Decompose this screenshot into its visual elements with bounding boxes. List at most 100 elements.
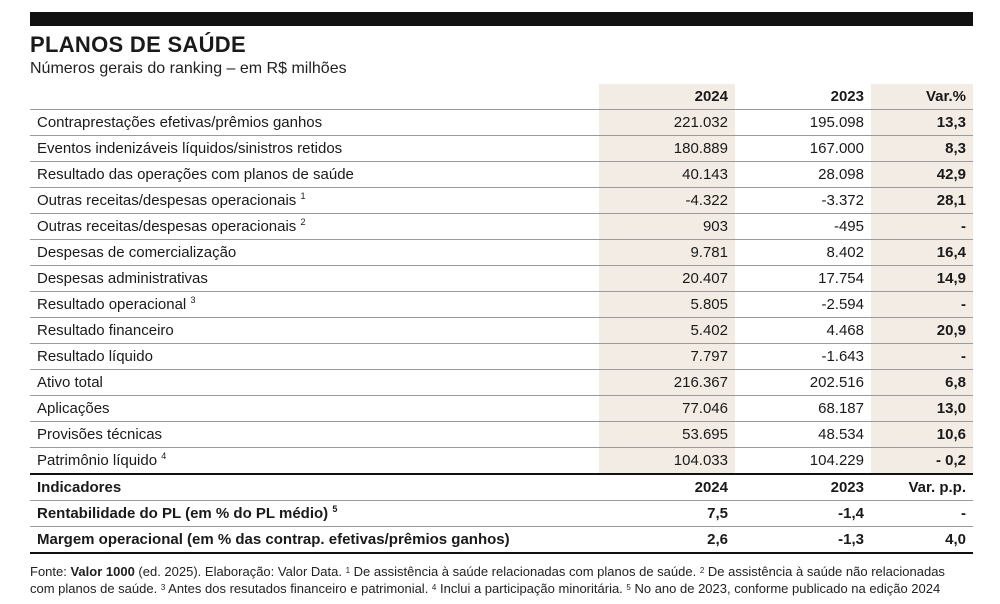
value-2024: 5.805: [599, 291, 735, 318]
value-var: 28,1: [871, 187, 973, 214]
value-2024: -4.322: [599, 187, 735, 214]
indicators-header-var: Var. p.p.: [871, 473, 973, 501]
row-label-text: Rentabilidade do PL (em % do PL médio): [37, 505, 329, 522]
indicator-row: Margem operacional (em % das contrap. ef…: [30, 526, 973, 554]
row-label-text: Resultado financeiro: [37, 322, 174, 339]
row-label-text: Resultado líquido: [37, 348, 153, 365]
value-2024: 7.797: [599, 343, 735, 370]
value-var: -: [871, 291, 973, 318]
table-body: Contraprestações efetivas/prêmios ganhos…: [30, 109, 973, 475]
value-2024: 216.367: [599, 369, 735, 396]
row-label: Resultado das operações com planos de sa…: [30, 161, 599, 188]
infographic-frame: PLANOS DE SAÚDE Números gerais do rankin…: [30, 0, 973, 597]
table-row: Contraprestações efetivas/prêmios ganhos…: [30, 109, 973, 136]
footnote-number: 2: [699, 566, 705, 575]
header-2023: 2023: [735, 84, 871, 110]
value-2024: 7,5: [599, 500, 735, 527]
footnote-number: 5: [626, 583, 631, 592]
top-rule: [30, 12, 973, 26]
row-label: Despesas administrativas: [30, 265, 599, 292]
value-2024: 53.695: [599, 421, 735, 448]
table-row: Despesas de comercialização 9.781 8.402 16,…: [30, 239, 973, 266]
indicators-header-2024: 2024: [599, 473, 735, 501]
table-row: Provisões técnicas 53.695 48.534 10,6: [30, 421, 973, 448]
row-label-text: Outras receitas/despesas operacionais: [37, 218, 297, 235]
footnote-text: De assistência à saúde relacionadas com …: [350, 564, 700, 579]
indicator-row: Rentabilidade do PL (em % do PL médio) 5…: [30, 500, 973, 527]
value-var: -: [871, 343, 973, 370]
table-row: Despesas administrativas 20.407 17.754 14,9: [30, 265, 973, 292]
value-2023: -1,3: [735, 526, 871, 554]
value-2023: 8.402: [735, 239, 871, 266]
row-label: Ativo total: [30, 369, 599, 396]
row-label-text: Contraprestações efetivas/prêmios ganhos: [37, 114, 323, 131]
table-row: Ativo total 216.367 202.516 6,8: [30, 369, 973, 396]
value-2023: 202.516: [735, 369, 871, 396]
value-2024: 2,6: [599, 526, 735, 554]
value-2023: -495: [735, 213, 871, 240]
row-label: Provisões técnicas: [30, 421, 599, 448]
footnote-text: De assistência à saúde não relacionadas …: [30, 564, 945, 596]
value-2023: 195.098: [735, 109, 871, 136]
row-label-text: Resultado operacional: [37, 296, 187, 313]
footnote-text: Inclui a participação minoritária.: [436, 581, 627, 596]
value-2024: 40.143: [599, 161, 735, 188]
value-2024: 77.046: [599, 395, 735, 422]
row-label: Resultado operacional 3: [30, 291, 599, 318]
table-row: Resultado financeiro 5.402 4.468 20,9: [30, 317, 973, 344]
value-var: 13,3: [871, 109, 973, 136]
row-label: Aplicações: [30, 395, 599, 422]
row-label-text: Resultado das operações com planos de sa…: [37, 166, 354, 183]
value-var: 20,9: [871, 317, 973, 344]
value-var: 42,9: [871, 161, 973, 188]
row-label-text: Aplicações: [37, 400, 110, 417]
indicators-header-row: Indicadores 2024 2023 Var. p.p.: [30, 473, 973, 501]
footnote: Fonte: Valor 1000 (ed. 2025). Elaboração…: [30, 563, 973, 597]
table-header-row: 2024 2023 Var.%: [30, 84, 973, 110]
value-2023: 48.534: [735, 421, 871, 448]
indicators-body: Indicadores 2024 2023 Var. p.p. Rentabil…: [30, 473, 973, 554]
indicators-header-2023: 2023: [735, 473, 871, 501]
table-row: Eventos indenizáveis líquidos/sinistros …: [30, 135, 973, 162]
value-2023: -3.372: [735, 187, 871, 214]
value-var: -: [871, 500, 973, 527]
value-var: 4,0: [871, 526, 973, 554]
row-label: Resultado financeiro: [30, 317, 599, 344]
value-2024: 180.889: [599, 135, 735, 162]
header-var: Var.%: [871, 84, 973, 110]
value-2023: 17.754: [735, 265, 871, 292]
row-label: Margem operacional (em % das contrap. ef…: [30, 526, 599, 554]
footnote-marker: 1: [300, 191, 306, 201]
row-label-text: Outras receitas/despesas operacionais: [37, 192, 297, 209]
footnote-source-rest: (ed. 2025). Elaboração: Valor Data.: [134, 564, 346, 579]
value-var: -: [871, 213, 973, 240]
table-row: Resultado das operações com planos de sa…: [30, 161, 973, 188]
footnote-marker: 4: [161, 451, 167, 461]
value-2023: -2.594: [735, 291, 871, 318]
table-row: Outras receitas/despesas operacionais 1 -…: [30, 187, 973, 214]
indicators-title: Indicadores: [30, 473, 599, 501]
row-label-text: Ativo total: [37, 374, 103, 391]
value-2023: 104.229: [735, 447, 871, 475]
page-subtitle: Números gerais do ranking – em R$ milhõe…: [30, 60, 347, 77]
table-row: Resultado operacional 3 5.805 -2.594-: [30, 291, 973, 318]
row-label: Patrimônio líquido 4: [30, 447, 599, 475]
value-2024: 20.407: [599, 265, 735, 292]
footnote-marker: 3: [190, 295, 196, 305]
table-row: Resultado líquido 7.797 -1.643-: [30, 343, 973, 370]
footnote-number: 1: [345, 566, 351, 575]
row-label-text: Provisões técnicas: [37, 426, 163, 443]
footnote-source: Valor 1000: [70, 564, 135, 579]
header-2024: 2024: [599, 84, 735, 110]
value-2023: 28.098: [735, 161, 871, 188]
page-title: PLANOS DE SAÚDE: [30, 32, 246, 57]
value-2024: 5.402: [599, 317, 735, 344]
value-2023: 167.000: [735, 135, 871, 162]
row-label: Resultado líquido: [30, 343, 599, 370]
value-2024: 221.032: [599, 109, 735, 136]
row-label: Outras receitas/despesas operacionais 2: [30, 213, 599, 240]
data-table: 2024 2023 Var.% Contraprestações efetiva…: [30, 84, 973, 554]
footnote-prefix: Fonte:: [30, 564, 71, 579]
value-2024: 903: [599, 213, 735, 240]
value-var: 16,4: [871, 239, 973, 266]
